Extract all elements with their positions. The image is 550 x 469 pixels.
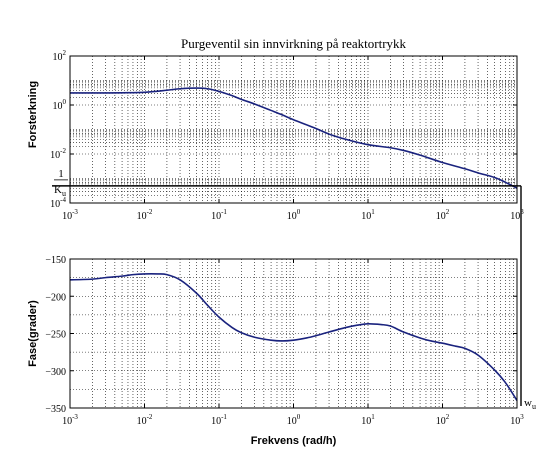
x-tick-label: 100 bbox=[287, 413, 301, 427]
chart-title: Purgeventil sin innvirkning på reaktortr… bbox=[181, 36, 407, 51]
magnitude-ylabel: Forsterkning bbox=[27, 81, 39, 148]
x-tick-label: 101 bbox=[361, 208, 375, 222]
x-tick-label: 100 bbox=[287, 208, 301, 222]
x-tick-label: 10-1 bbox=[211, 208, 227, 222]
crossover-connector bbox=[517, 185, 522, 406]
y-tick-label: −250 bbox=[45, 330, 66, 341]
y-tick-label: −200 bbox=[45, 292, 66, 303]
y-tick-label: 102 bbox=[53, 49, 67, 63]
x-tick-label: 10-3 bbox=[62, 208, 78, 222]
x-tick-label: 10-2 bbox=[137, 208, 153, 222]
y-tick-label: −350 bbox=[45, 404, 66, 415]
x-tick-label: 10-3 bbox=[62, 413, 78, 427]
y-tick-label: −150 bbox=[45, 255, 66, 266]
magnitude-ticks: 10-3 10-2 10-1 100 101 102 103 10-4 10-2 100 102 bbox=[50, 49, 524, 222]
y-tick-label: 10-2 bbox=[50, 147, 66, 161]
magnitude-axes-frame bbox=[69, 55, 518, 204]
magnitude-plot: Purgeventil sin innvirkning på reaktortr… bbox=[27, 36, 524, 222]
x-tick-label: 103 bbox=[510, 413, 524, 427]
series-line bbox=[69, 87, 518, 189]
magnitude-annotation: 1 Ku bbox=[52, 168, 517, 198]
x-tick-label: 101 bbox=[361, 413, 375, 427]
magnitude-grid bbox=[70, 56, 517, 203]
x-tick-label: 10-1 bbox=[211, 413, 227, 427]
y-tick-label: 10-4 bbox=[50, 196, 66, 210]
y-tick-label: −300 bbox=[45, 367, 66, 378]
ku-fraction-denominator: Ku bbox=[54, 184, 66, 198]
phase-plot: Fase(grader) Frekvens (rad/h) 10-3 10-2 10… bbox=[27, 255, 536, 447]
x-tick-label: 10-2 bbox=[137, 413, 153, 427]
phase-grid bbox=[70, 259, 517, 408]
x-tick-label: 102 bbox=[436, 208, 450, 222]
y-tick-label: 100 bbox=[53, 98, 67, 112]
phase-annotation: wu bbox=[524, 397, 536, 411]
phase-xlabel: Frekvens (rad/h) bbox=[251, 435, 337, 447]
wu-label: wu bbox=[524, 397, 536, 411]
phase-axes-frame bbox=[69, 258, 518, 409]
phase-ylabel: Fase(grader) bbox=[27, 300, 39, 367]
phase-series bbox=[69, 273, 518, 401]
magnitude-series bbox=[69, 87, 518, 189]
series-line bbox=[69, 273, 518, 401]
x-tick-label: 103 bbox=[510, 208, 524, 222]
ku-fraction-numerator: 1 bbox=[58, 168, 64, 180]
x-tick-label: 102 bbox=[436, 413, 450, 427]
